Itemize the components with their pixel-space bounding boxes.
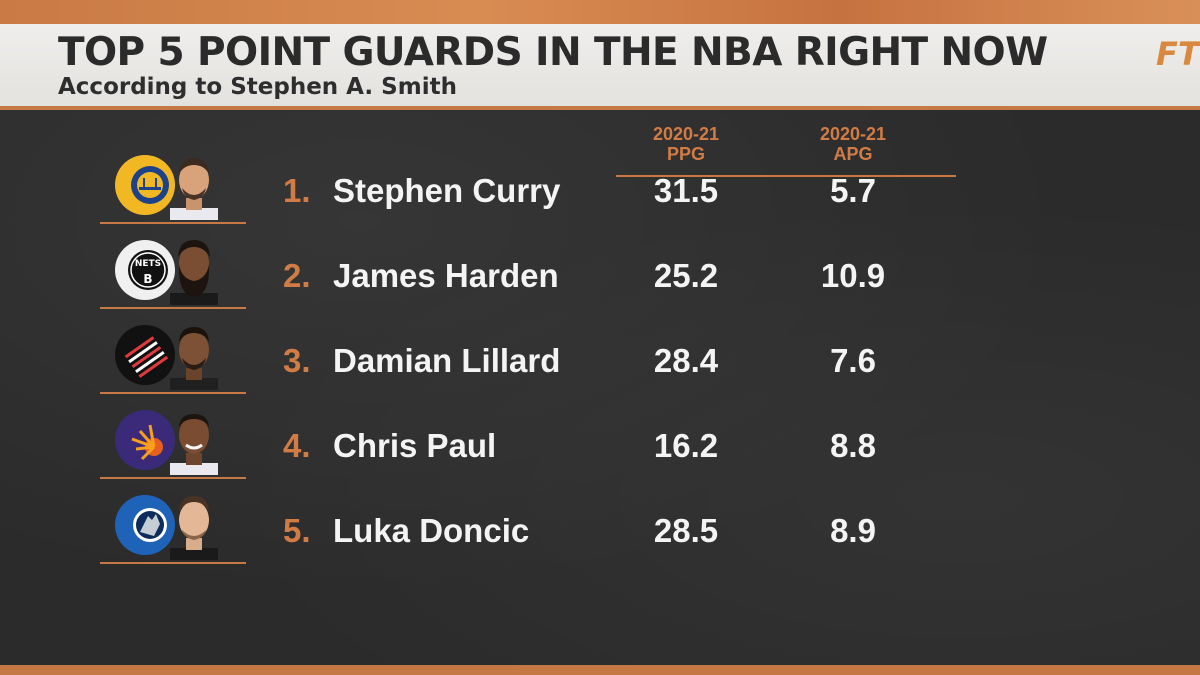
top-copper-strip [0, 0, 1200, 24]
ppg-value: 16.2 [653, 427, 719, 464]
player-name: Luka Doncic [333, 512, 530, 549]
player-thumbnail [110, 320, 240, 390]
apg-value: 8.8 [830, 427, 876, 464]
column-header-apg-label: APG [833, 144, 873, 164]
player-thumbnail [110, 150, 240, 220]
player-photo-icon [170, 158, 218, 220]
player-name: Stephen Curry [333, 172, 561, 209]
nets-logo-icon: NETS B [115, 240, 175, 300]
column-header-ppg-season: 2020-21 [652, 124, 720, 144]
player-thumbnail: NETS B [110, 235, 240, 305]
row-underline [100, 307, 246, 309]
player-name: Chris Paul [333, 427, 497, 464]
row-underline [100, 392, 246, 394]
apg-value: 5.7 [830, 172, 876, 209]
apg-value: 10.9 [820, 257, 886, 294]
column-header-ppg: 2020-21 PPG [616, 124, 756, 164]
rank-number: 2. [283, 257, 311, 294]
ppg-value: 25.2 [653, 257, 719, 294]
player-photo-icon [170, 496, 218, 560]
rank-number: 3. [283, 342, 311, 379]
column-header-apg: 2020-21 APG [783, 124, 923, 164]
brand-logo-icon: FT [1156, 35, 1200, 73]
page-title: TOP 5 POINT GUARDS IN THE NBA RIGHT NOW [58, 30, 1048, 75]
ppg-value: 28.5 [653, 512, 719, 549]
header-banner: TOP 5 POINT GUARDS IN THE NBA RIGHT NOW … [0, 24, 1200, 110]
chalkboard: 2020-21 PPG 2020-21 APG [0, 110, 1200, 665]
warriors-logo-icon [115, 155, 175, 215]
player-photo-icon [170, 240, 218, 305]
ppg-value: 31.5 [653, 172, 719, 209]
player-photo-icon [170, 414, 218, 475]
list-item: 1. Stephen Curry 31.5 5.7 [0, 150, 1200, 235]
list-item: 3. Damian Lillard 28.4 7.6 [0, 320, 1200, 405]
apg-value: 8.9 [830, 512, 876, 549]
ppg-value: 28.4 [653, 342, 719, 379]
row-underline [100, 222, 246, 224]
apg-value: 7.6 [830, 342, 876, 379]
trail-blazers-logo-icon [115, 325, 175, 385]
list-item: 5. Luka Doncic 28.5 8.9 [0, 490, 1200, 575]
player-photo-icon [170, 327, 218, 390]
mavericks-logo-icon [115, 495, 175, 555]
player-thumbnail [110, 490, 240, 560]
bottom-copper-strip [0, 665, 1200, 675]
player-name: Damian Lillard [333, 342, 561, 379]
rank-number: 5. [283, 512, 311, 549]
column-header-apg-season: 2020-21 [819, 124, 887, 144]
svg-text:NETS: NETS [135, 259, 161, 269]
suns-logo-icon [115, 410, 175, 470]
player-thumbnail [110, 405, 240, 475]
player-name: James Harden [333, 257, 559, 294]
row-underline [100, 562, 246, 564]
list-item: NETS B 2. James Harden 25.2 10.9 [0, 235, 1200, 320]
column-header-ppg-label: PPG [666, 144, 705, 164]
page-subtitle: According to Stephen A. Smith [58, 74, 457, 100]
svg-text:B: B [143, 272, 152, 286]
row-underline [100, 477, 246, 479]
rank-number: 1. [283, 172, 311, 209]
list-item: 4. Chris Paul 16.2 8.8 [0, 405, 1200, 490]
rank-number: 4. [283, 427, 311, 464]
header-divider [616, 175, 956, 177]
